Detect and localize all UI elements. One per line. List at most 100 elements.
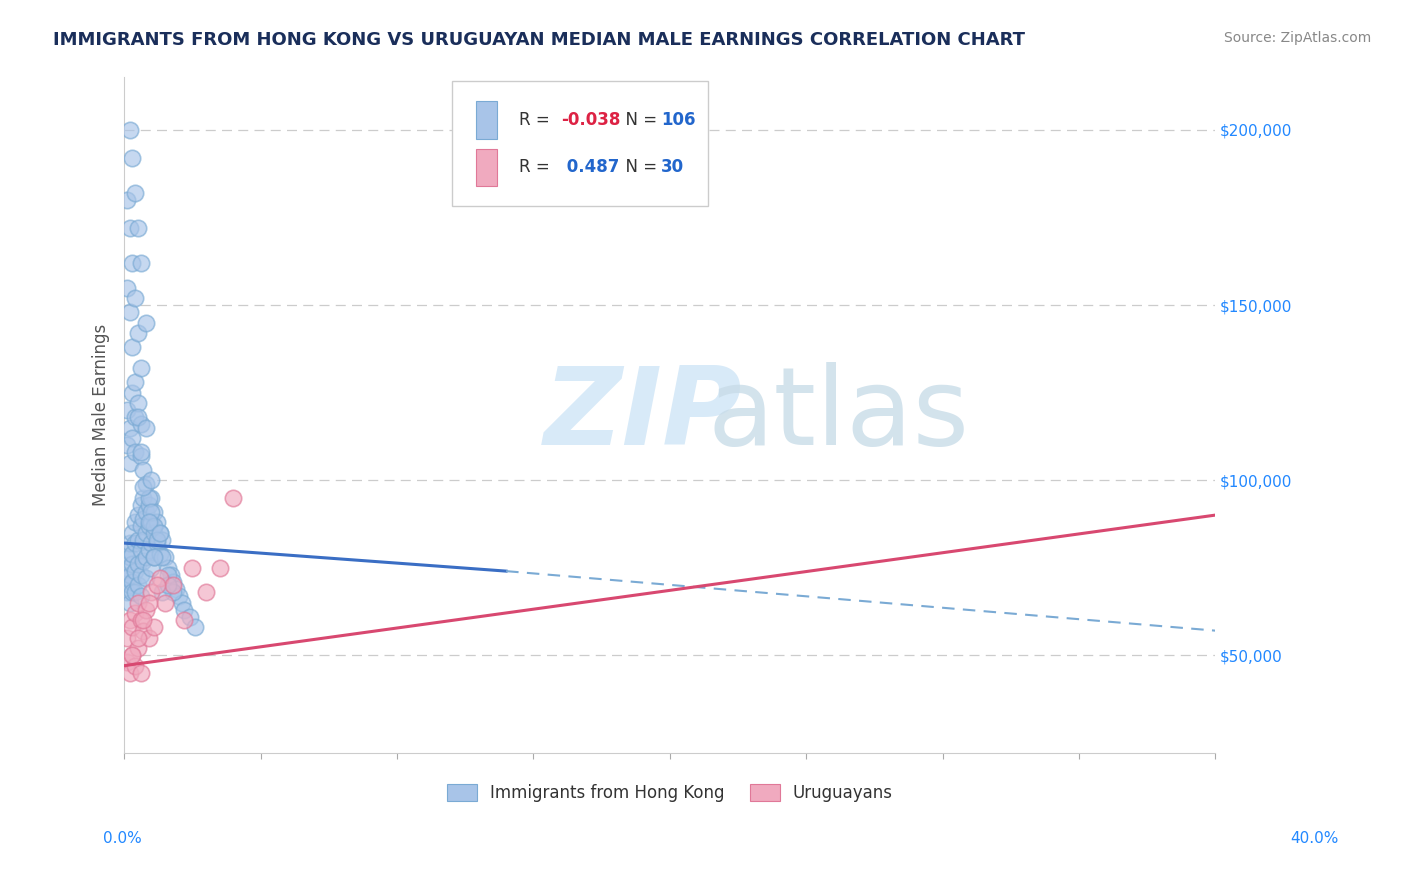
Point [127, 557, 149, 571]
Point [138, 596, 160, 610]
Point [118, 550, 141, 565]
Point [115, 571, 138, 585]
Point [135, 550, 157, 565]
Point [127, 578, 149, 592]
Point [146, 536, 169, 550]
Text: N =: N = [616, 111, 662, 129]
Point [124, 410, 146, 425]
Point [121, 340, 143, 354]
Point [143, 518, 166, 533]
Point [121, 620, 143, 634]
Point [181, 560, 204, 574]
Point [184, 620, 207, 634]
Point [129, 361, 152, 376]
Point [129, 665, 152, 680]
Point [118, 596, 141, 610]
Point [143, 550, 166, 565]
Point [149, 525, 172, 540]
Point [127, 326, 149, 340]
Point [132, 613, 155, 627]
Point [127, 396, 149, 410]
Point [173, 613, 195, 627]
Point [124, 291, 146, 305]
Point [146, 515, 169, 529]
Point [118, 221, 141, 235]
Point [121, 585, 143, 599]
Point [132, 533, 155, 547]
Point [149, 571, 172, 585]
Y-axis label: Median Male Earnings: Median Male Earnings [93, 324, 110, 507]
Point [115, 560, 138, 574]
Point [141, 491, 163, 505]
Text: 0.487: 0.487 [561, 158, 619, 177]
Point [127, 631, 149, 645]
Legend: Immigrants from Hong Kong, Uruguayans: Immigrants from Hong Kong, Uruguayans [440, 778, 900, 809]
Point [124, 445, 146, 459]
Point [115, 193, 138, 207]
Text: 106: 106 [661, 111, 696, 129]
Point [124, 658, 146, 673]
Point [121, 525, 143, 540]
Point [146, 578, 169, 592]
Bar [475, 102, 498, 138]
Point [141, 585, 163, 599]
Point [141, 515, 163, 529]
Point [153, 550, 176, 565]
Point [124, 585, 146, 599]
Point [115, 655, 138, 669]
Point [118, 420, 141, 434]
Point [121, 648, 143, 662]
Point [152, 533, 174, 547]
Point [152, 550, 174, 565]
Point [129, 256, 152, 270]
Point [129, 613, 152, 627]
Point [135, 602, 157, 616]
Point [124, 186, 146, 200]
Point [143, 620, 166, 634]
Point [141, 536, 163, 550]
Point [115, 631, 138, 645]
Point [115, 543, 138, 558]
Point [153, 596, 176, 610]
Point [143, 550, 166, 565]
Text: ZIP: ZIP [544, 362, 742, 468]
Bar [475, 149, 498, 186]
Point [179, 609, 201, 624]
Point [162, 585, 184, 599]
Point [121, 557, 143, 571]
Point [118, 665, 141, 680]
Point [121, 648, 143, 662]
Text: R =: R = [519, 158, 555, 177]
Point [118, 305, 141, 319]
Point [152, 585, 174, 599]
FancyBboxPatch shape [451, 81, 709, 206]
Point [135, 571, 157, 585]
Text: 0.0%: 0.0% [103, 831, 142, 846]
Point [115, 585, 138, 599]
Point [115, 280, 138, 294]
Text: N =: N = [616, 158, 662, 177]
Point [127, 641, 149, 656]
Point [121, 385, 143, 400]
Point [124, 536, 146, 550]
Point [118, 578, 141, 592]
Point [118, 613, 141, 627]
Point [156, 578, 179, 592]
Point [127, 533, 149, 547]
Point [124, 515, 146, 529]
Point [121, 431, 143, 445]
Point [138, 631, 160, 645]
Point [132, 462, 155, 476]
Point [149, 525, 172, 540]
Point [127, 508, 149, 522]
Point [124, 375, 146, 389]
Point [132, 491, 155, 505]
Point [127, 410, 149, 425]
Point [132, 553, 155, 567]
Point [132, 511, 155, 525]
Point [118, 456, 141, 470]
Point [115, 403, 138, 417]
Point [129, 518, 152, 533]
Point [135, 476, 157, 491]
Text: atlas: atlas [709, 362, 970, 468]
